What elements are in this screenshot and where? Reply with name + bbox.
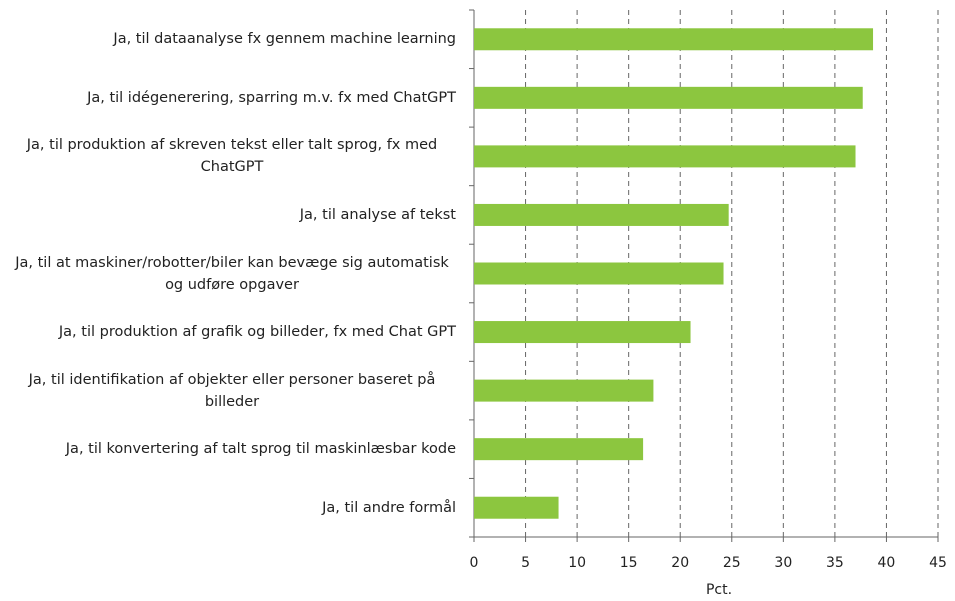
y-tick-text: Ja, til dataanalyse fx gennem machine le… [113,31,456,48]
x-tick-label: 15 [620,555,638,571]
x-tick-label: 45 [929,555,947,571]
y-tick-label: Ja, til konvertering af talt sprog til m… [8,438,456,460]
bar [474,262,724,285]
y-tick-label: Ja, til at maskiner/robotter/biler kan b… [8,252,456,296]
y-tick-text: Ja, til produktion af grafik og billeder… [58,324,456,341]
y-tick-text: Ja, til analyse af tekst [299,206,456,223]
bar [474,438,644,461]
x-tick-label: 0 [470,555,479,571]
x-tick-label: 20 [671,555,689,571]
y-tick-label: Ja, til andre formål [8,497,456,519]
x-tick-label: 40 [878,555,896,571]
y-tick-text: Ja, til idégenerering, sparring m.v. fx … [87,89,456,106]
bar [474,86,863,109]
y-tick-label: Ja, til idégenerering, sparring m.v. fx … [8,87,456,109]
y-tick-label: Ja, til analyse af tekst [8,204,456,226]
y-tick-label: Ja, til produktion af grafik og billeder… [8,321,456,343]
x-tick-label: 35 [826,555,844,571]
x-tick-label: 5 [521,555,530,571]
y-tick-text: Ja, til identifikation af objekter eller… [28,371,436,410]
bar [474,28,874,51]
bar [474,321,691,344]
y-tick-text: Ja, til andre formål [322,499,456,516]
x-tick-label: 30 [774,555,792,571]
bar [474,145,856,168]
y-tick-text: Ja, til produktion af skreven tekst elle… [26,137,438,176]
y-tick-label: Ja, til produktion af skreven tekst elle… [8,134,456,178]
y-tick-label: Ja, til identifikation af objekter eller… [8,369,456,413]
x-tick-label: 25 [723,555,741,571]
x-axis-label: Pct. [706,582,732,598]
y-tick-text: Ja, til konvertering af talt sprog til m… [65,441,456,458]
y-tick-label: Ja, til dataanalyse fx gennem machine le… [8,28,456,50]
bar [474,203,729,226]
bar [474,379,654,402]
y-tick-text: Ja, til at maskiner/robotter/biler kan b… [15,254,449,293]
x-tick-label: 10 [568,555,586,571]
bar [474,496,559,519]
